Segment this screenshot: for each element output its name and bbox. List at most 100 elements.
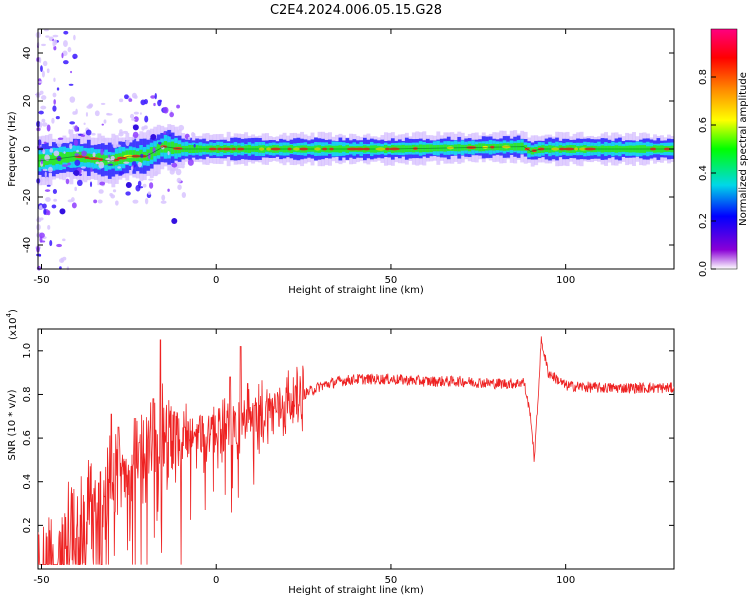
spectrogram-speckle: [80, 166, 86, 169]
spectrogram-speckle: [95, 161, 100, 165]
spectrogram-speckle: [160, 146, 165, 150]
y-tick-label: -40: [22, 237, 33, 253]
snr-panel: -50 0 50 100 0.2 0.4 0.6 0.8 1.0 Height of strai…: [5, 309, 675, 596]
spectrogram-speckle: [40, 95, 47, 100]
spectrogram-speckle: [101, 137, 107, 142]
spectrogram-speckle: [53, 77, 56, 82]
snr-scale-prefix: (x10: [8, 317, 19, 340]
snr-scale-label: (x104): [5, 309, 19, 340]
spectrogram-speckle: [69, 121, 76, 125]
spectrogram-speckle: [74, 153, 80, 156]
spectrogram-speckle: [46, 184, 51, 187]
spectrogram-speckle: [98, 189, 104, 194]
spectrogram-speckle: [92, 152, 96, 158]
spectrogram-speckle: [117, 118, 123, 124]
spectrogram-speckle: [107, 113, 113, 116]
spectrogram-speckle: [38, 205, 44, 210]
spectrogram-speckle: [76, 149, 79, 153]
spectrogram-speckle: [86, 105, 93, 109]
y-tick-label: 0: [22, 146, 33, 152]
spectrogram-speckle: [100, 148, 104, 156]
snr-frame: [37, 328, 675, 570]
spectrogram-speckle: [109, 193, 113, 197]
spectrogram-speckle: [39, 236, 43, 243]
spectrogram-speckle: [40, 65, 43, 73]
spectrogram-speckle: [39, 90, 44, 95]
spectrogram-speckle: [43, 29, 49, 32]
spectrogram-speckle: [62, 60, 69, 65]
spectrogram-speckle: [52, 34, 59, 38]
spectrogram-speckle: [80, 134, 86, 137]
spectrogram-speckle: [147, 191, 152, 195]
spectrogram-speckle: [154, 92, 157, 100]
spectrogram-speckle: [62, 256, 67, 261]
spectrogram-speckle: [44, 189, 51, 192]
colorbar: 0.0 0.2 0.4 0.6 0.8 Normalized spectral ampl…: [698, 28, 749, 277]
spectrogram-speckle: [62, 238, 66, 242]
colorbar-tick-label: 0.0: [698, 261, 709, 277]
colorbar-tick-label: 0.2: [698, 213, 709, 229]
spectrogram-speckle: [129, 113, 135, 119]
spectrogram-speckle: [75, 108, 78, 115]
spectrogram-speckle: [76, 179, 83, 187]
spectrogram-blob: [125, 182, 132, 188]
spectrogram-speckle: [69, 96, 76, 103]
snr-ticks: -50 0 50 100 0.2 0.4 0.6 0.8 1.0: [22, 329, 674, 586]
spectrogram-speckle: [42, 203, 47, 209]
spectrogram-speckle: [108, 154, 111, 159]
spectrogram-speckle: [70, 70, 73, 74]
spectrogram-speckle: [38, 139, 42, 146]
spectrogram-blob: [171, 218, 178, 224]
spectrogram-speckle: [52, 189, 57, 195]
y-tick-label: 0.6: [22, 430, 33, 446]
spectrogram-speckle: [49, 240, 53, 247]
spectrogram-speckle: [49, 148, 54, 153]
spectrogram-speckle: [52, 40, 56, 47]
spectrogram-speckle: [119, 98, 124, 103]
spectrogram-speckle: [98, 161, 105, 169]
spectrogram-speckle: [91, 132, 96, 136]
x-tick-label: 100: [556, 275, 575, 286]
spectrogram-speckle: [85, 129, 92, 136]
snr-scale-exponent: 4: [5, 312, 13, 317]
spectrogram-speckle: [42, 168, 48, 172]
spectrogram-speckle: [56, 243, 62, 248]
spectrogram-speckle: [55, 116, 60, 120]
spectrogram-speckle: [42, 148, 46, 155]
spectrogram-speckle: [176, 104, 181, 109]
spectrogram-speckle: [68, 129, 71, 135]
spectrogram-speckle: [113, 143, 118, 148]
spectrogram-speckle: [72, 53, 78, 59]
spectrogram-speckle: [40, 105, 47, 110]
snr-xlabel: Height of straight line (km): [288, 585, 424, 596]
spectrogram-speckle: [187, 159, 194, 166]
spectrogram-speckle: [133, 116, 139, 122]
spectrogram-cells: [35, 29, 675, 271]
spectrogram-speckle: [168, 134, 172, 137]
spectrogram-speckle: [48, 166, 53, 173]
spectrogram-speckle: [176, 177, 182, 183]
spectrogram-speckle: [74, 159, 81, 166]
spectrogram-speckle: [45, 197, 51, 202]
x-tick-label: -50: [33, 575, 49, 586]
spectrogram-speckle: [39, 232, 45, 239]
spectrogram-speckle: [163, 131, 167, 135]
spectrogram-speckle: [39, 217, 44, 221]
x-tick-label: 0: [213, 575, 219, 586]
spectrogram-speckle: [36, 265, 42, 271]
spectrogram-speckle: [125, 191, 131, 196]
x-tick-label: 0: [213, 275, 219, 286]
spectrogram-speckle: [65, 178, 70, 185]
colorbar-tick-label: 0.4: [698, 165, 709, 181]
spectrogram-speckle: [46, 68, 50, 74]
spectrogram-speckle: [131, 118, 136, 121]
spectrogram-speckle: [46, 124, 51, 132]
spectrogram-speckle: [41, 118, 46, 123]
spectrogram-speckle: [142, 183, 147, 188]
spectrogram-speckle: [89, 181, 93, 188]
spectrogram-blob: [59, 208, 66, 215]
spectrogram-speckle: [161, 194, 166, 201]
spectrogram-speckle: [97, 137, 100, 142]
spectrogram-speckle: [85, 112, 89, 117]
spectrogram-speckle: [133, 111, 139, 115]
